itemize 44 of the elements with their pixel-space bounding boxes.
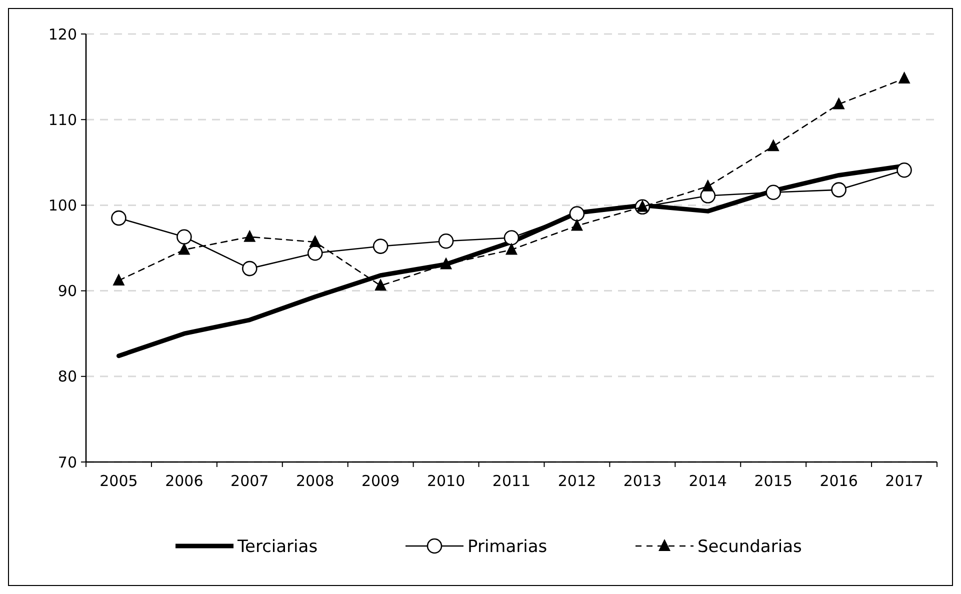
x-tick-label: 2015 [754,472,792,490]
point [244,230,256,242]
point [569,206,585,222]
point [767,139,780,152]
point [112,274,125,286]
x-tick-label: 2009 [361,472,400,490]
y-tick-label: 70 [58,453,77,472]
point [111,210,126,226]
point [898,72,910,84]
point [832,97,845,110]
x-tick-label: 2012 [558,472,596,490]
x-tick-label: 2017 [885,472,924,490]
y-tick-label: 100 [48,196,77,214]
point [176,229,192,245]
point [242,260,258,276]
legend-label: Secundarias [698,536,802,557]
x-tick-label: 2013 [623,472,662,490]
point [766,184,781,200]
point [831,182,846,198]
x-tick-label: 2011 [492,472,531,490]
x-tick-label: 2007 [230,472,269,490]
x-tick-label: 2016 [820,472,858,490]
point [896,162,912,178]
point [702,179,714,192]
point [374,278,387,291]
point [570,218,583,231]
y-tick-label: 120 [48,25,77,44]
x-tick-label: 2008 [296,472,334,490]
legend-label: Terciarias [236,536,318,557]
x-tick-label: 2010 [426,472,466,490]
x-tick-label: 2014 [688,472,727,490]
point [309,235,322,248]
point [504,230,520,246]
y-tick-label: 90 [58,282,77,300]
point [506,242,518,255]
legend-label: Primarias [468,536,548,557]
point [307,245,323,261]
point [372,238,388,254]
point [178,242,190,255]
x-tick-label: 2005 [100,472,138,490]
x-tick-label: 2006 [165,472,204,490]
y-tick-label: 80 [58,368,77,386]
y-tick-label: 110 [48,110,77,129]
point [438,234,454,249]
